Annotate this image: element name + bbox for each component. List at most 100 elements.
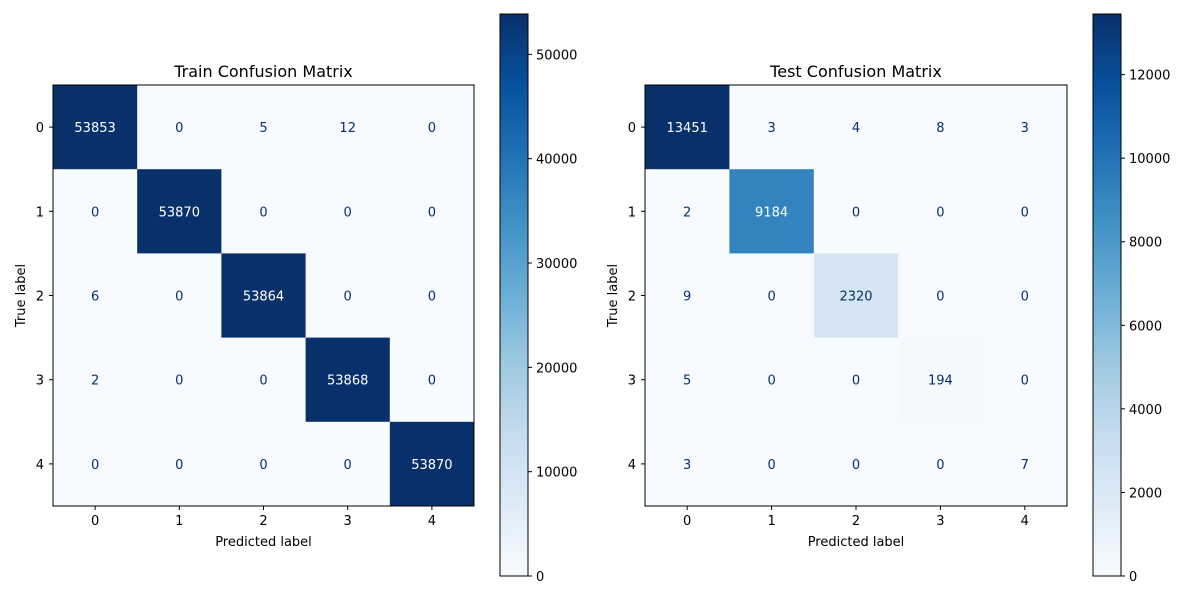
cell-value-label: 53864 [243, 290, 284, 305]
cell-value-label: 0 [428, 205, 436, 220]
y-axis-label: True label [14, 264, 29, 328]
matrix-cell [813, 85, 899, 170]
y-tick-label: 4 [628, 458, 636, 473]
chart-title: Test Confusion Matrix [769, 62, 942, 81]
matrix-cell [53, 169, 138, 254]
cell-value-label: 194 [928, 374, 953, 389]
matrix-cells: 13451 3 4 8 3 2 9184 0 0 0 9 0 2320 0 0 5 0 0 194 0 3 0 0 0 7 [645, 85, 1068, 507]
cell-value-label: 53870 [411, 458, 452, 473]
matrix-cell [221, 85, 307, 170]
matrix-cell [982, 85, 1068, 170]
matrix-cell [305, 253, 391, 339]
matrix-cell [137, 337, 222, 423]
y-tick-label: 0 [628, 121, 636, 136]
cell-value-label: 7 [1021, 458, 1029, 473]
x-tick-label: 2 [259, 514, 267, 529]
test-confusion-matrix: Test Confusion Matrix 13451 3 4 8 32 9184 0 0 09… [606, 13, 1170, 585]
cell-value-label: 0 [936, 458, 944, 473]
matrix-cell [389, 337, 475, 423]
y-axis-label: True label [606, 264, 621, 328]
cell-value-label: 3 [683, 458, 691, 473]
colorbar-tick-label: 6000 [1129, 319, 1162, 334]
matrix-cell [982, 337, 1068, 423]
matrix-cell [898, 253, 984, 339]
cell-value-label: 0 [259, 458, 267, 473]
y-tick-label: 0 [36, 121, 44, 136]
matrix-cell [729, 85, 815, 170]
cell-value-label: 6 [91, 290, 99, 305]
chart-title: Train Confusion Matrix [173, 62, 353, 81]
cell-value-label: 0 [852, 458, 860, 473]
colorbar-gradient [499, 13, 529, 577]
cell-value-label: 0 [344, 290, 352, 305]
y-tick-label: 3 [628, 374, 636, 389]
cell-value-label: 4 [852, 121, 860, 136]
x-tick-label: 0 [91, 514, 99, 529]
matrix-cell [982, 169, 1068, 254]
matrix-cell [389, 85, 475, 170]
cell-value-label: 0 [1021, 205, 1029, 220]
cell-value-label: 9 [683, 290, 691, 305]
matrix-cell [898, 85, 984, 170]
cell-value-label: 0 [259, 374, 267, 389]
cell-value-label: 0 [175, 374, 183, 389]
cell-value-label: 0 [428, 290, 436, 305]
cell-value-label: 0 [936, 290, 944, 305]
colorbar-tick-label: 10000 [1129, 152, 1170, 167]
y-tick-label: 4 [36, 458, 44, 473]
x-tick-label: 4 [1021, 514, 1029, 529]
matrix-cells: 53853 0 5 12 0 0 53870 0 0 0 6 0 53864 0 0 2 0 0 53868 0 0 0 0… [53, 85, 475, 507]
x-tick-label: 3 [936, 514, 944, 529]
matrix-cell [221, 421, 307, 507]
matrix-cell [389, 421, 475, 507]
matrix-cell [982, 253, 1068, 339]
colorbar-tick-label: 0 [1129, 570, 1137, 585]
colorbar-tick-label: 30000 [536, 257, 577, 272]
y-tick-label: 3 [36, 374, 44, 389]
cell-value-label: 8 [936, 121, 944, 136]
x-ticks: 0 1 2 3 4 [683, 506, 1029, 529]
cell-value-label: 0 [852, 205, 860, 220]
x-tick-label: 1 [767, 514, 775, 529]
matrix-cell [53, 337, 138, 423]
cell-value-label: 0 [91, 458, 99, 473]
cell-value-label: 0 [175, 290, 183, 305]
x-tick-label: 3 [344, 514, 352, 529]
cell-value-label: 0 [175, 121, 183, 136]
cell-value-label: 5 [683, 374, 691, 389]
matrix-cell [305, 169, 391, 254]
cell-value-label: 3 [767, 121, 775, 136]
matrix-cell [813, 169, 899, 254]
matrix-cell [729, 253, 815, 339]
matrix-cell [305, 85, 391, 170]
matrix-cell [645, 421, 730, 507]
matrix-cell [389, 169, 475, 254]
colorbar-tick-label: 8000 [1129, 236, 1162, 251]
cell-value-label: 5 [259, 121, 267, 136]
cell-value-label: 53853 [74, 121, 115, 136]
cell-value-label: 0 [428, 121, 436, 136]
matrix-cell [898, 169, 984, 254]
y-tick-label: 1 [36, 205, 44, 220]
colorbar-ticks: 0 2000 4000 6000 8000 10000 12000 [1121, 69, 1170, 585]
matrix-cell [53, 421, 138, 507]
matrix-cell [137, 169, 222, 254]
cell-value-label: 0 [91, 205, 99, 220]
matrix-cell [53, 253, 138, 339]
matrix-cell [898, 421, 984, 507]
matrix-cell [729, 421, 815, 507]
cell-value-label: 0 [936, 205, 944, 220]
matrix-cell [898, 337, 984, 423]
colorbar-tick-label: 40000 [536, 153, 577, 168]
y-tick-label: 1 [628, 205, 636, 220]
matrix-cell [645, 169, 730, 254]
matrix-cell [813, 337, 899, 423]
colorbar-tick-label: 10000 [536, 466, 577, 481]
cell-value-label: 2 [683, 205, 691, 220]
colorbar: 0 10000 20000 30000 40000 50000 [499, 13, 577, 585]
cell-value-label: 3 [1021, 121, 1029, 136]
matrix-cell [137, 85, 222, 170]
colorbar-tick-label: 12000 [1129, 69, 1170, 84]
y-ticks: 0 1 2 3 4 [628, 121, 645, 473]
train-confusion-matrix: Train Confusion Matrix 53853 0 5 1 2 0 0 53870 0… [14, 13, 577, 585]
